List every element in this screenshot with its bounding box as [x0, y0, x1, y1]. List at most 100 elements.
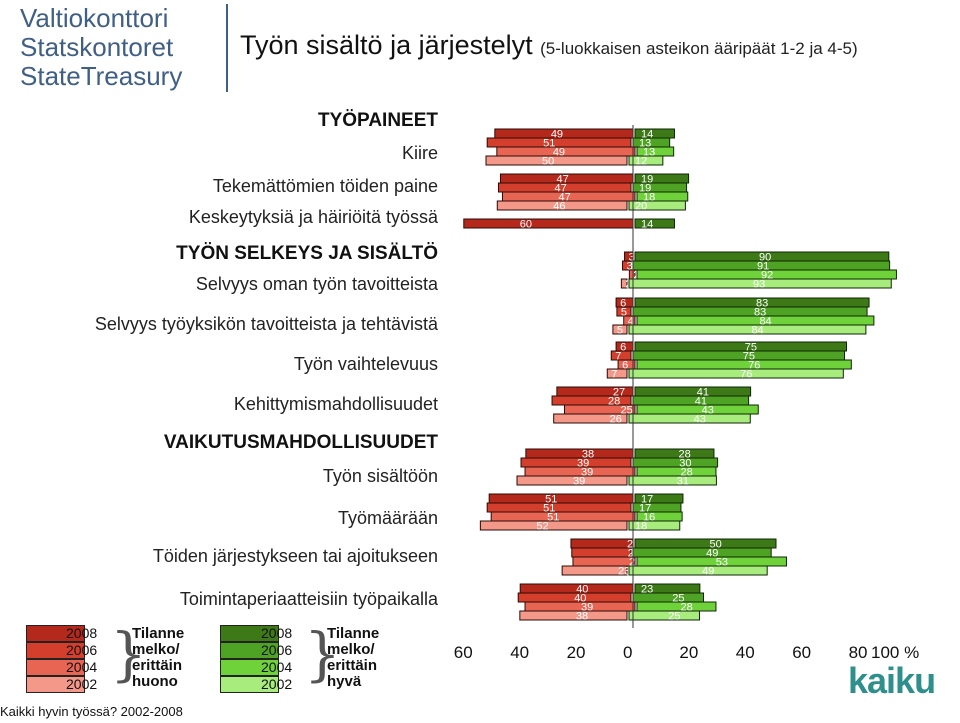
bar-neg-label-työn-vaihtelevuus-2008: 6 — [620, 342, 626, 354]
header-tyopaineet: TYÖPAINEET — [318, 110, 438, 131]
category-label-toimintaperiaatteet: Toimintaperiaatteisiin työpaikalla — [179, 589, 438, 609]
bar-pos-keskeytyksiä-ja-häiriöitä-työssä-2008 — [634, 218, 675, 229]
bar-neg-tekemättömien-töiden-paine-2002 — [496, 200, 628, 211]
category-label-kehittyminen: Kehittymismahdollisuudet — [233, 394, 438, 414]
legend-year-red-2008: 2008 — [66, 625, 98, 641]
bar-neg-label-toimintaperiaatteisiin-työpaikalla-2002: 38 — [576, 611, 588, 623]
title-subtitle: (5-luokkaisen asteikon ääripäät 1-2 ja 4… — [540, 39, 858, 58]
bar-neg-työn-vaihtelevuus-2002 — [606, 368, 628, 379]
x-tick-2: 20 — [566, 643, 586, 662]
legend-label-good: Tilanne melko/ erittäin hyvä — [327, 626, 379, 690]
page-title: Työn sisältö ja järjestelyt (5-luokkaise… — [240, 30, 858, 61]
footer-text: Kaikki hyvin työssä? 2002-2008 — [0, 704, 183, 719]
bar-neg-label-selvyys-työyksikön-tavoitteista-ja-tehtävistä-2002: 5 — [617, 325, 623, 337]
legend-year-green-2002: 2002 — [261, 676, 293, 692]
bar-neg-selvyys-työyksikön-tavoitteista-ja-tehtävistä-2002 — [612, 324, 628, 335]
legend-swatch-red-2006 — [26, 642, 85, 659]
bar-neg-label-työn-sisältöön-2002: 39 — [573, 476, 585, 488]
legend-swatch-red-2002 — [26, 676, 85, 693]
category-label-vaihtelevuus: Työn vaihtelevuus — [293, 354, 438, 374]
legend-brace-green: } — [304, 620, 341, 688]
bar-pos-selvyys-työyksikön-tavoitteista-ja-tehtävistä-2002 — [628, 324, 867, 335]
bar-neg-label-selvyys-työyksikön-tavoitteista-ja-tehtävistä-2006: 5 — [621, 307, 627, 319]
x-tick-3: 0 — [623, 643, 633, 662]
bar-neg-selvyys-oman-työn-tavoitteista-2002 — [620, 278, 628, 289]
legend-swatch-green-2008 — [220, 625, 279, 642]
bar-neg-label-selvyys-oman-työn-tavoitteista-2008: 3 — [629, 252, 635, 264]
legend-year-green-2004: 2004 — [261, 659, 293, 675]
bar-neg-label-tekemättömien-töiden-paine-2002: 46 — [553, 201, 565, 213]
bar-pos-työmäärään-2002 — [628, 520, 681, 531]
legend-year-red-2004: 2004 — [66, 659, 98, 675]
bar-neg-toimintaperiaatteisiin-työpaikalla-2002 — [519, 610, 628, 621]
bar-pos-selvyys-oman-työn-tavoitteista-2002 — [628, 278, 892, 289]
bar-neg-työmäärään-2002 — [479, 520, 628, 531]
bar-pos-kehittymismahdollisuudet-2002 — [628, 413, 751, 424]
category-label-tyomaaraan: Työmäärään — [337, 508, 438, 528]
bar-pos-label-selvyys-työyksikön-tavoitteista-ja-tehtävistä-2002: 84 — [751, 325, 763, 337]
x-tick-7: 80 — [848, 643, 868, 662]
bar-pos-selvyys-työyksikön-tavoitteista-ja-tehtävistä-2008 — [634, 297, 870, 308]
x-tick-8: 100 % — [871, 643, 920, 662]
legend-poor-line1: Tilanne — [132, 625, 185, 642]
x-tick-0: 60 — [453, 643, 473, 662]
bar-neg-label-selvyys-oman-työn-tavoitteista-2006: 3 — [627, 261, 633, 273]
bar-neg-kehittymismahdollisuudet-2002 — [553, 413, 628, 424]
bar-neg-label-työmäärään-2002: 52 — [536, 521, 548, 533]
bar-pos-toimintaperiaatteisiin-työpaikalla-2006 — [632, 592, 704, 603]
bar-pos-label-työn-sisältöön-2002: 31 — [677, 476, 689, 488]
legend-good-line2: melko/ — [327, 641, 375, 658]
org-name-sv: Statskontoret — [20, 32, 174, 62]
bar-pos-label-toimintaperiaatteisiin-työpaikalla-2002: 25 — [668, 611, 680, 623]
category-label-kiire: Kiire — [401, 143, 438, 163]
header-vaikutus: VAIKUTUSMAHDOLLISUUDET — [163, 432, 438, 453]
bar-neg-label-keskeytyksiä-ja-häiriöitä-työssä-2008: 60 — [520, 219, 532, 231]
legend-year-green-2008: 2008 — [261, 625, 293, 641]
bar-pos-label-työn-vaihtelevuus-2002: 76 — [740, 369, 752, 381]
bar-neg-työmäärään-2004 — [490, 511, 636, 522]
bar-neg-label-kiire-2002: 50 — [542, 156, 554, 168]
bar-neg-kiire-2008 — [494, 128, 634, 139]
bar-pos-työn-sisältöön-2008 — [634, 448, 715, 459]
category-label-keskeytyksia: Keskeytyksiä ja häiriöitä työssä — [188, 207, 438, 227]
bar-neg-työn-sisältöön-2006 — [520, 457, 632, 468]
bar-pos-kehittymismahdollisuudet-2006 — [632, 395, 750, 406]
legend-good-line4: hyvä — [327, 673, 362, 690]
legend-swatch-red-2004 — [26, 659, 85, 676]
bar-neg-label-selvyys-työyksikön-tavoitteista-ja-tehtävistä-2008: 6 — [620, 298, 626, 310]
legend-good-line1: Tilanne — [327, 625, 380, 642]
legend-swatch-red-2008 — [26, 625, 85, 642]
bar-pos-label-töiden-järjestykseen-tai-ajoitukseen-2002: 49 — [702, 566, 714, 578]
bar-pos-töiden-järjestykseen-tai-ajoitukseen-2006 — [632, 547, 772, 558]
legend-swatch-green-2004 — [220, 659, 279, 676]
bar-neg-label-töiden-järjestykseen-tai-ajoitukseen-2002: 23 — [618, 566, 630, 578]
bar-neg-label-selvyys-työyksikön-tavoitteista-ja-tehtävistä-2004: 4 — [628, 316, 634, 328]
bar-pos-label-selvyys-oman-työn-tavoitteista-2002: 93 — [753, 279, 765, 291]
bar-pos-töiden-järjestykseen-tai-ajoitukseen-2002 — [628, 565, 768, 576]
bar-neg-kiire-2004 — [496, 146, 636, 157]
legend-poor-line3: erittäin — [132, 657, 183, 674]
category-label-tyoyksikon: Selvyys työyksikön tavoitteista ja tehtä… — [94, 314, 438, 334]
bar-pos-label-kehittymismahdollisuudet-2002: 43 — [694, 414, 706, 426]
bar-pos-label-tekemättömien-töiden-paine-2002: 20 — [635, 201, 647, 213]
bar-pos-työn-vaihtelevuus-2008 — [634, 341, 847, 352]
kaiku-logo-text: kaiku — [848, 660, 936, 701]
bar-neg-töiden-järjestykseen-tai-ajoitukseen-2002 — [561, 565, 628, 576]
org-name-fi: Valtiokonttori — [20, 3, 169, 33]
bar-pos-työn-sisältöön-2006 — [632, 457, 719, 468]
bar-pos-selvyys-työyksikön-tavoitteista-ja-tehtävistä-2006 — [632, 306, 868, 317]
org-name-en: StateTreasury — [20, 61, 183, 91]
bar-neg-kiire-2002 — [485, 155, 628, 166]
bar-neg-label-selvyys-oman-työn-tavoitteista-2004: 2 — [633, 270, 639, 282]
bar-neg-selvyys-oman-työn-tavoitteista-2006 — [622, 260, 632, 271]
legend-swatch-green-2002 — [220, 676, 279, 693]
bar-neg-töiden-järjestykseen-tai-ajoitukseen-2006 — [571, 547, 632, 558]
bar-pos-työn-vaihtelevuus-2006 — [632, 350, 845, 361]
bar-pos-label-työmäärään-2002: 18 — [635, 521, 647, 533]
bar-pos-label-keskeytyksiä-ja-häiriöitä-työssä-2008: 14 — [641, 219, 653, 231]
legend-good-line3: erittäin — [327, 657, 378, 674]
category-label-sisaltoon: Työn sisältöön — [322, 466, 438, 486]
kaiku-logo: kaiku — [848, 660, 936, 702]
bar-neg-työmäärään-2008 — [488, 493, 634, 504]
bar-pos-tekemättömien-töiden-paine-2002 — [628, 200, 686, 211]
